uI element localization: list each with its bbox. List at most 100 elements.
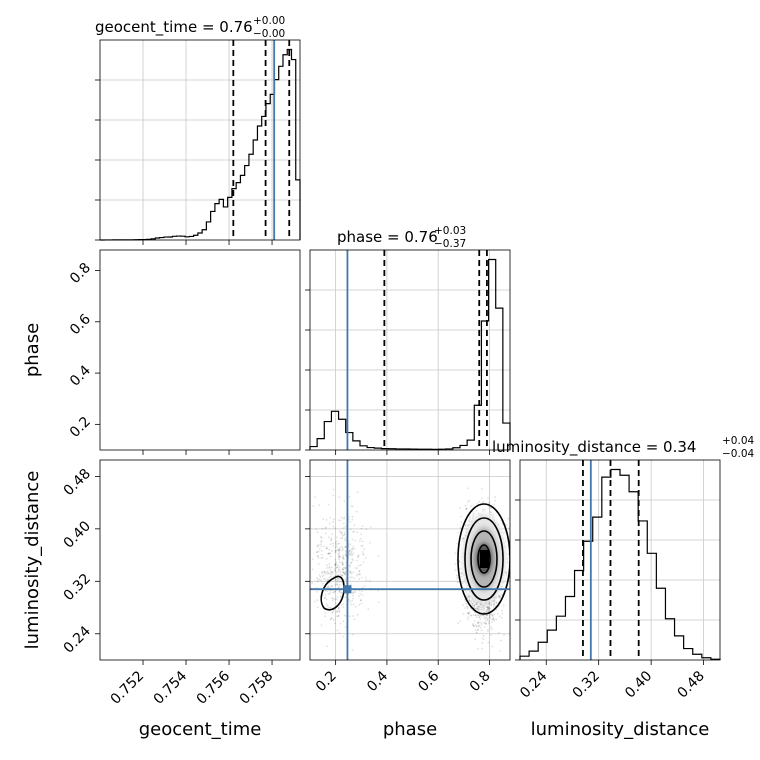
scatter-point xyxy=(231,262,233,264)
scatter-point xyxy=(207,261,209,263)
scatter-point xyxy=(279,603,281,605)
scatter-point xyxy=(291,420,293,422)
scatter-point xyxy=(293,433,295,435)
scatter-point xyxy=(265,425,267,427)
scatter-point xyxy=(272,282,274,284)
scatter-point xyxy=(218,414,220,416)
scatter-point xyxy=(285,287,287,289)
scatter-point xyxy=(223,411,225,413)
scatter-point xyxy=(275,575,277,577)
scatter-point xyxy=(219,265,221,267)
scatter-point xyxy=(244,415,246,417)
scatter-point xyxy=(275,539,277,541)
scatter-point xyxy=(222,414,224,416)
scatter-point xyxy=(267,559,269,561)
scatter-point xyxy=(284,551,286,553)
scatter-point xyxy=(265,419,267,421)
scatter-point xyxy=(252,588,254,590)
scatter-point xyxy=(256,578,258,580)
scatter-point xyxy=(286,608,288,610)
scatter-point xyxy=(244,557,246,559)
scatter-point xyxy=(297,446,299,448)
scatter-point xyxy=(271,579,273,581)
scatter-point xyxy=(216,405,218,407)
scatter-point xyxy=(259,278,261,280)
scatter-point xyxy=(264,554,266,556)
scatter-point xyxy=(234,273,236,275)
scatter-point xyxy=(287,290,289,292)
scatter-point xyxy=(213,528,215,530)
scatter-point xyxy=(266,422,268,424)
scatter-point xyxy=(286,289,288,291)
scatter-point xyxy=(240,581,242,583)
scatter-point xyxy=(147,597,149,599)
scatter-point xyxy=(265,542,267,544)
scatter-point xyxy=(290,540,292,542)
scatter-point xyxy=(273,281,275,283)
scatter-point xyxy=(213,408,215,410)
scatter-point xyxy=(275,567,277,569)
scatter-point xyxy=(133,581,135,583)
scatter-point xyxy=(274,283,276,285)
scatter-point xyxy=(271,551,273,553)
scatter-point xyxy=(246,269,248,271)
scatter-point xyxy=(216,511,218,513)
scatter-point xyxy=(280,573,282,575)
scatter-point xyxy=(232,564,234,566)
contour-level-3 xyxy=(276,277,294,289)
scatter-point xyxy=(298,288,300,290)
scatter-point xyxy=(229,410,231,412)
scatter-point xyxy=(296,420,298,422)
scatter-point xyxy=(210,579,212,581)
scatter-point xyxy=(278,434,280,436)
scatter-point xyxy=(271,582,273,584)
scatter-point xyxy=(289,432,291,434)
scatter-point xyxy=(248,565,250,567)
scatter-point xyxy=(155,561,157,563)
scatter-point xyxy=(215,262,217,264)
scatter-point xyxy=(285,570,287,572)
scatter-point xyxy=(245,568,247,570)
scatter-point xyxy=(274,624,276,626)
scatter-point xyxy=(282,557,284,559)
scatter-point xyxy=(287,578,289,580)
scatter-point xyxy=(289,439,291,441)
scatter-point xyxy=(269,435,271,437)
scatter-point xyxy=(265,542,267,544)
scatter-point xyxy=(271,282,273,284)
scatter-point xyxy=(283,432,285,434)
scatter-point xyxy=(238,418,240,420)
scatter-point xyxy=(261,595,263,597)
scatter-point xyxy=(276,566,278,568)
scatter-point xyxy=(157,390,159,392)
scatter-point xyxy=(159,569,161,571)
scatter-point xyxy=(212,263,214,265)
scatter-point xyxy=(280,283,282,285)
scatter-point xyxy=(259,561,261,563)
scatter-point xyxy=(162,565,164,567)
scatter-point xyxy=(210,533,212,535)
scatter-point xyxy=(221,555,223,557)
scatter-point xyxy=(240,272,242,274)
scatter-point xyxy=(194,598,196,600)
scatter-point xyxy=(218,581,220,583)
scatter-point xyxy=(260,285,262,287)
scatter-point xyxy=(235,411,237,413)
scatter-point xyxy=(254,279,256,281)
scatter-point xyxy=(268,543,270,545)
scatter-point xyxy=(166,635,168,637)
scatter-point xyxy=(185,564,187,566)
scatter-point xyxy=(255,417,257,419)
scatter-point xyxy=(269,429,271,431)
scatter-point xyxy=(233,268,235,270)
scatter-point xyxy=(242,602,244,604)
scatter-point xyxy=(190,560,192,562)
scatter-point xyxy=(243,573,245,575)
scatter-point xyxy=(289,561,291,563)
title-geocent-time-main: geocent_time = 0.76 xyxy=(95,18,253,37)
scatter-point xyxy=(203,262,205,264)
density-peak xyxy=(250,269,264,280)
scatter-point xyxy=(232,407,234,409)
scatter-point xyxy=(174,583,176,585)
scatter-point xyxy=(282,431,284,433)
